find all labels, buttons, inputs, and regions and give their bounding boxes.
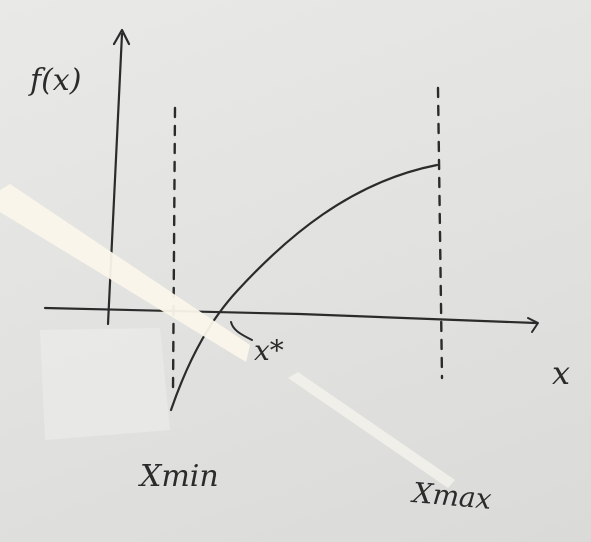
light-glare [0,184,250,362]
light-glare-haze [40,328,170,440]
x-min-label: Xmin [138,459,219,494]
x-max-label: Xmax [409,476,493,516]
x-axis [43,306,538,325]
root-pointer [230,321,253,341]
light-glare-faint [288,372,455,488]
x-max-dashed-line [436,86,444,380]
x-axis-label: x [552,354,570,392]
root-label: x* [254,334,284,367]
y-axis-label: f(x) [28,63,81,98]
y-axis-arrow [112,28,131,46]
x-axis-arrow [527,317,539,333]
x-min-dashed-line [171,106,177,394]
function-curve [169,163,439,412]
